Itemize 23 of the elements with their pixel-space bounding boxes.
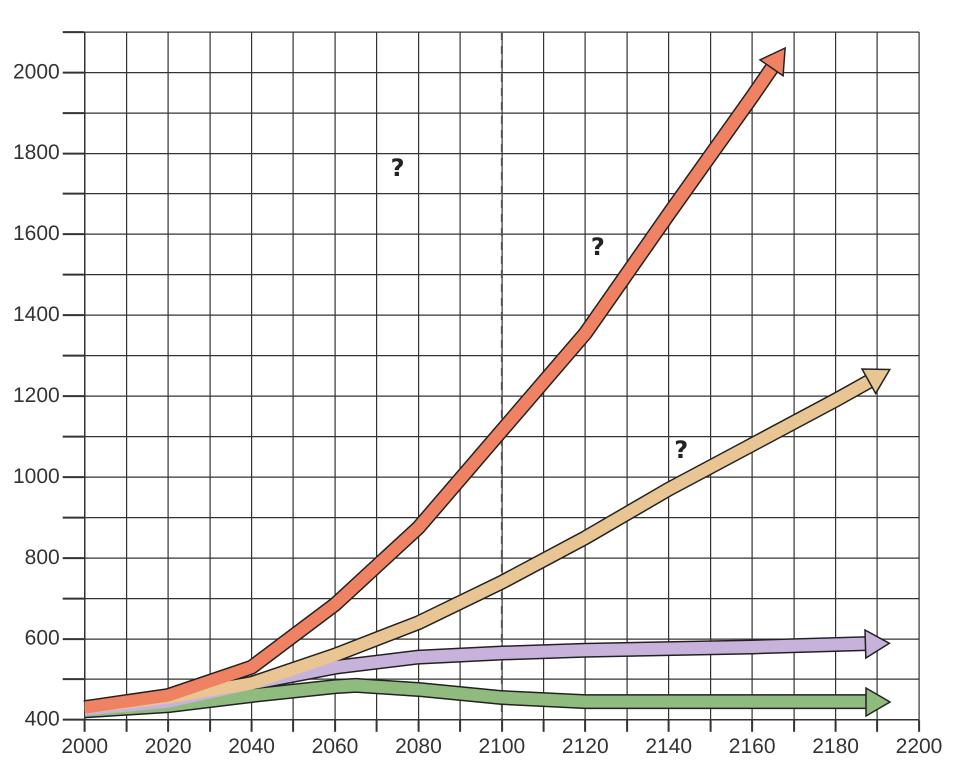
annotation: ? [390,154,405,182]
x-tick-label: 2060 [312,735,358,758]
y-tick-label: 1200 [13,384,60,407]
y-tick-label: 1000 [13,464,60,488]
x-tick-label: 2120 [562,735,609,758]
x-tick-label: 2000 [61,735,108,758]
x-tick-label: 2020 [144,735,192,758]
annotation: ? [674,436,688,464]
x-tick-label: 2080 [395,735,442,758]
x-tick-label: 2040 [228,735,275,758]
annotation: ? [590,232,605,261]
y-tick-label: 800 [24,546,60,569]
y-tick-label: 1400 [13,303,60,326]
x-tick-label: 2140 [645,735,692,758]
x-tick-label: 2200 [896,735,942,758]
y-tick-label: 600 [24,626,60,650]
y-tick-label: 1600 [13,222,60,246]
y-tick-label: 2000 [13,60,60,84]
x-tick-label: 2160 [728,735,776,758]
y-tick-label: 400 [24,708,60,731]
x-tick-label: 2180 [812,735,859,758]
x-tick-label: 2100 [478,735,526,758]
y-tick-label: 1800 [13,141,60,164]
